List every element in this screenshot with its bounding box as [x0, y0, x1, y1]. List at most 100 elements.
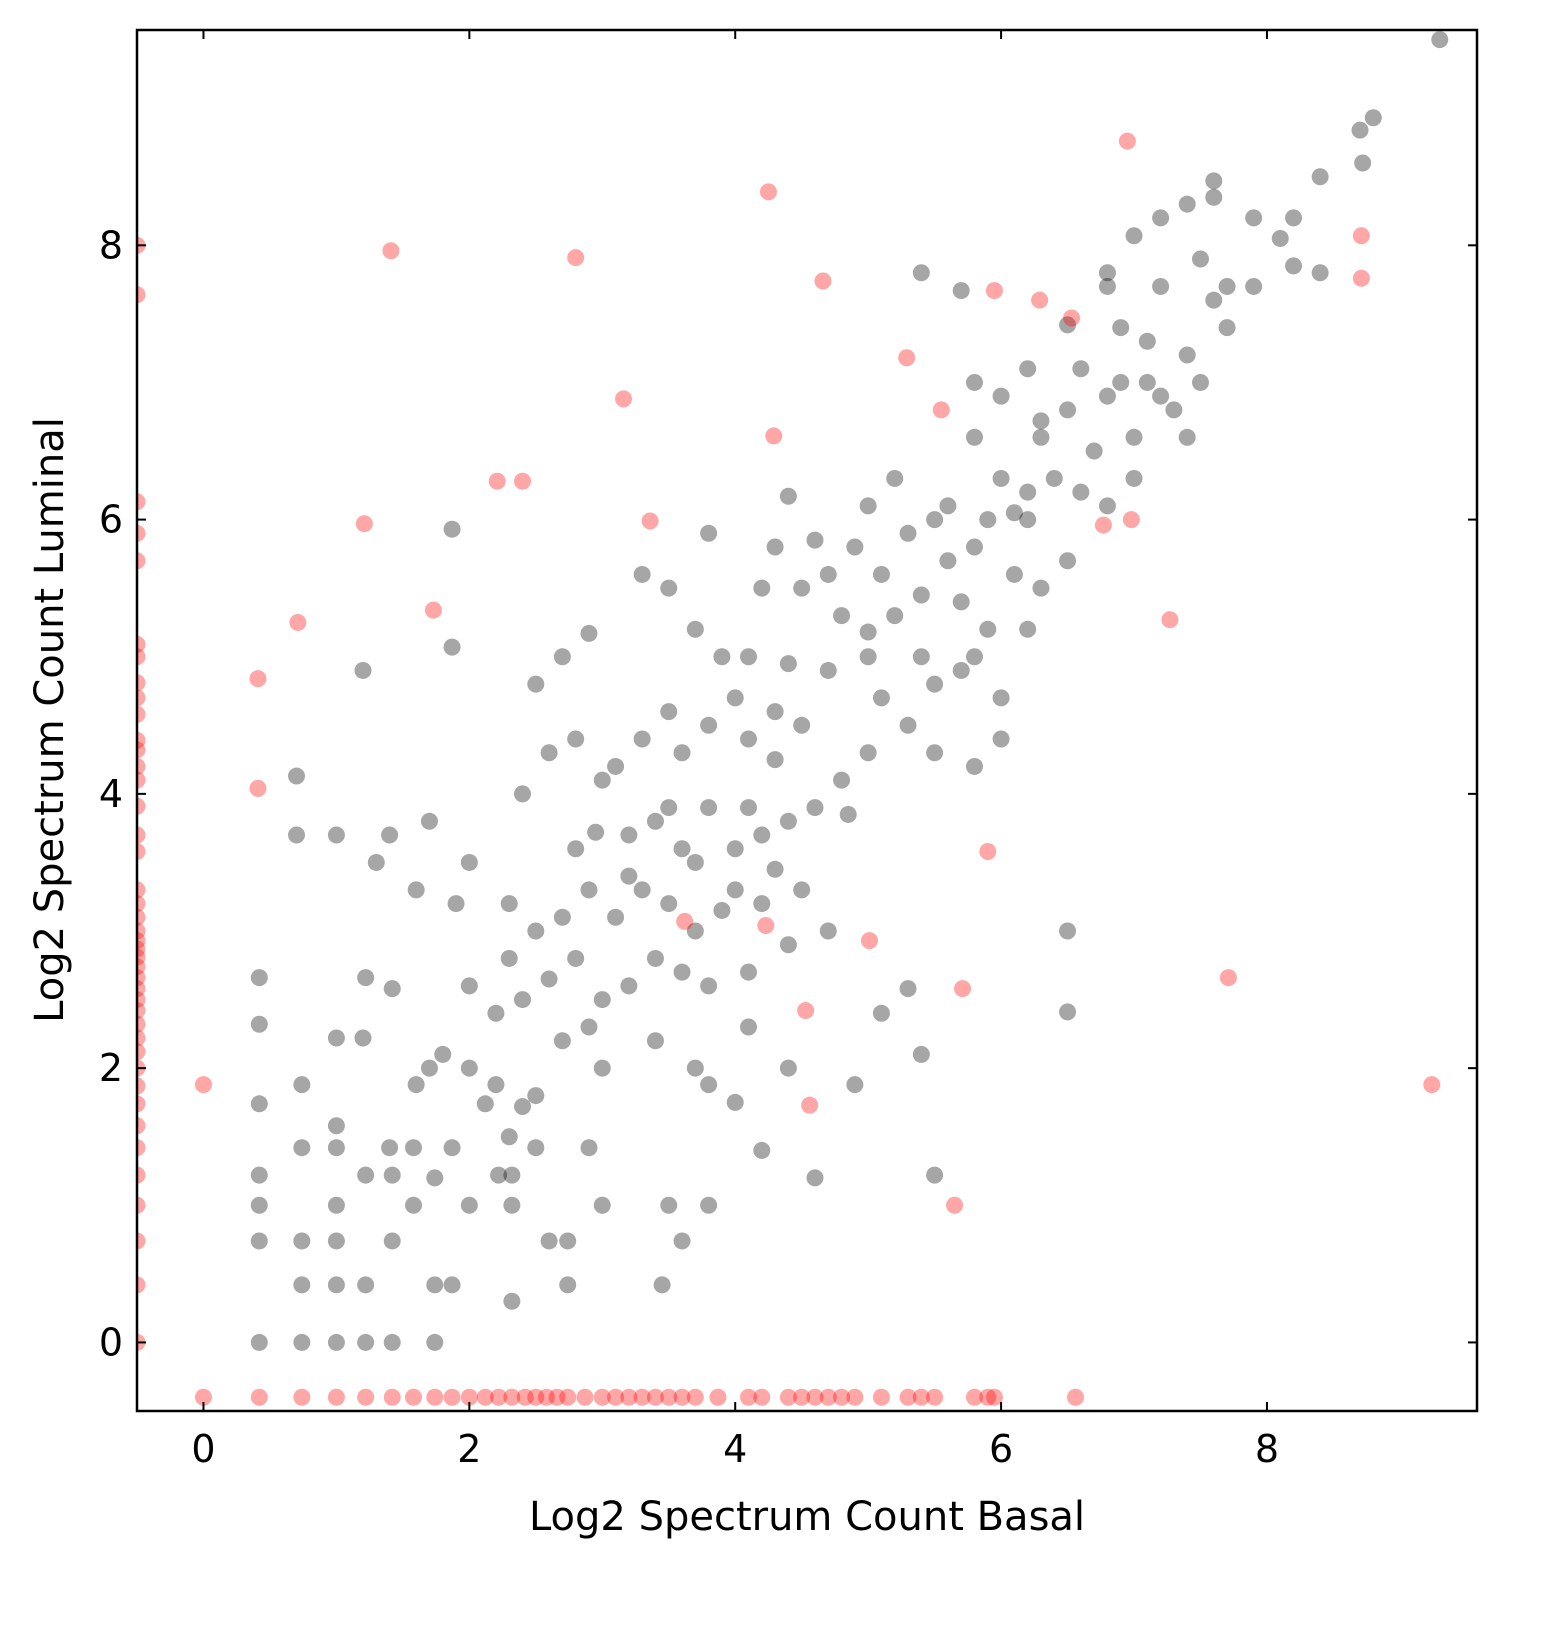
scatter-point — [137, 797, 146, 815]
scatter-point — [327, 826, 345, 844]
scatter-point — [537, 1388, 555, 1406]
scatter-point — [793, 1388, 811, 1406]
scatter-point — [779, 655, 797, 673]
scatter-point — [646, 1032, 664, 1050]
scatter-point — [447, 895, 465, 913]
scatter-point — [793, 579, 811, 597]
scatter-point — [686, 853, 704, 871]
scatter-point — [355, 515, 373, 533]
scatter-point — [992, 689, 1010, 707]
scatter-point — [194, 1076, 212, 1094]
scatter-point — [886, 469, 904, 487]
scatter-point — [381, 826, 399, 844]
scatter-point — [540, 744, 558, 762]
scatter-point — [1098, 497, 1116, 515]
scatter-point — [527, 675, 545, 693]
scatter-point — [899, 980, 917, 998]
scatter-point — [912, 264, 930, 282]
scatter-point — [753, 1141, 771, 1159]
scatter-point — [620, 867, 638, 885]
scatter-point — [559, 1388, 577, 1406]
scatter-point — [926, 1166, 944, 1184]
scatter-point — [460, 1059, 478, 1077]
scatter-point — [806, 531, 824, 549]
scatter-point — [137, 881, 146, 899]
scatter-point — [137, 1077, 146, 1095]
scatter-point — [899, 524, 917, 542]
scatter-point — [700, 977, 718, 995]
scatter-point — [1245, 277, 1263, 295]
scatter-point — [250, 1095, 268, 1113]
scatter-point — [859, 648, 877, 666]
x-tick-label: 2 — [457, 1427, 481, 1471]
scatter-point — [407, 881, 425, 899]
scatter-point — [1098, 264, 1116, 282]
scatter-point — [726, 1093, 744, 1111]
scatter-point — [548, 1388, 566, 1406]
scatter-point — [660, 579, 678, 597]
scatter-point — [686, 922, 704, 940]
scatter-point — [367, 853, 385, 871]
scatter-point — [966, 648, 983, 666]
scatter-point — [713, 901, 731, 919]
scatter-point — [952, 661, 970, 679]
scatter-point — [912, 586, 930, 604]
scatter-point — [1085, 442, 1103, 460]
scatter-point — [806, 799, 824, 817]
scatter-point — [912, 1045, 930, 1063]
scatter-point — [1059, 922, 1077, 940]
scatter-point — [382, 242, 400, 260]
scatter-point — [1152, 277, 1170, 295]
scatter-point — [779, 487, 797, 505]
scatter-point — [872, 565, 890, 583]
scatter-point — [137, 1232, 146, 1250]
scatter-point — [460, 1388, 478, 1406]
scatter-point — [801, 1096, 819, 1114]
scatter-point — [137, 1166, 146, 1184]
scatter-point — [1311, 264, 1329, 282]
scatter-point — [676, 912, 694, 930]
scatter-point — [1094, 516, 1112, 534]
scatter-point — [405, 1388, 423, 1406]
y-axis-label: Log2 Spectrum Count Luminal — [27, 417, 73, 1023]
scatter-point — [357, 1388, 375, 1406]
scatter-point — [327, 1139, 345, 1157]
scatter-point — [293, 1333, 311, 1351]
scatter-point — [839, 805, 857, 823]
scatter-point — [833, 607, 851, 625]
x-tick-label: 8 — [1255, 1427, 1279, 1471]
scatter-point — [137, 741, 146, 759]
scatter-point — [420, 812, 438, 830]
scatter-point — [327, 1029, 345, 1047]
scatter-point — [357, 1276, 375, 1294]
scatter-point — [580, 881, 598, 899]
scatter-point — [954, 980, 972, 998]
x-tick-label: 6 — [989, 1427, 1013, 1471]
scatter-point — [620, 977, 638, 995]
scatter-point — [966, 1388, 983, 1406]
scatter-point — [426, 1333, 444, 1351]
scatter-point — [443, 638, 461, 656]
scatter-point — [1205, 291, 1223, 309]
scatter-point — [992, 387, 1010, 405]
scatter-point — [1364, 109, 1382, 127]
scatter-point — [1352, 269, 1370, 287]
scatter-point — [872, 1004, 890, 1022]
scatter-point — [293, 1388, 311, 1406]
scatter-point — [646, 812, 664, 830]
scatter-point — [819, 1388, 837, 1406]
scatter-point — [426, 1388, 444, 1406]
scatter-point — [1205, 188, 1223, 206]
scatter-point — [407, 1076, 425, 1094]
scatter-point — [137, 635, 146, 653]
scatter-point — [503, 1166, 521, 1184]
scatter-point — [1218, 277, 1236, 295]
scatter-point — [137, 705, 146, 723]
scatter-point — [615, 390, 633, 408]
scatter-point — [460, 853, 478, 871]
scatter-point — [966, 373, 983, 391]
scatter-point — [1019, 360, 1037, 378]
scatter-point — [1285, 257, 1303, 275]
scatter-point — [137, 1043, 146, 1061]
scatter-point — [460, 977, 478, 995]
